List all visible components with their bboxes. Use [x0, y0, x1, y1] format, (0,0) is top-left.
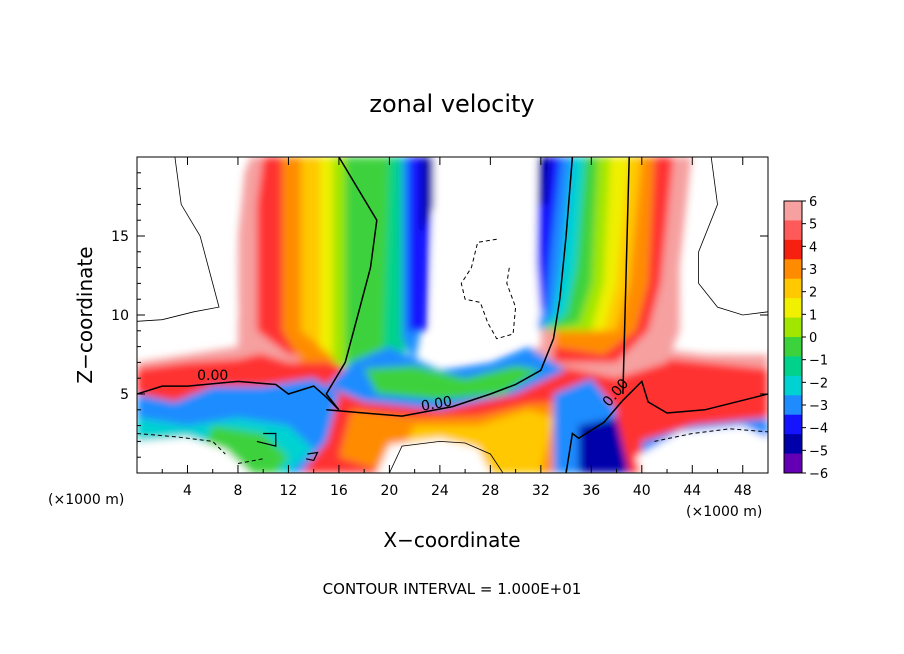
bottom-center-calm	[376, 438, 491, 473]
x-tick-label: 44	[683, 483, 701, 499]
upper-left-calm	[137, 157, 238, 331]
upper-right-calm	[686, 157, 768, 350]
colorbar-label: −6	[809, 467, 828, 482]
contour-label: 0.00	[420, 394, 453, 415]
colorbar-swatch	[784, 317, 802, 338]
colorbar-swatch	[784, 395, 802, 416]
zero-contour-right	[565, 379, 768, 473]
colorbar-label: 1	[809, 308, 817, 323]
colorbar-label: −2	[809, 376, 828, 391]
y-tick-label: 5	[120, 387, 129, 403]
x-tick-label: 12	[280, 483, 298, 499]
colorbar-label: 4	[809, 240, 817, 255]
colorbar-swatch	[784, 298, 802, 319]
x-tick-label: 48	[734, 483, 752, 499]
colorbar-swatch	[784, 239, 802, 260]
y-axis-label: Z−coordinate	[73, 246, 97, 383]
colorbar-label: −3	[809, 399, 828, 414]
thin-contour-upper-left	[137, 157, 220, 322]
colorbar-label: −5	[809, 444, 828, 459]
negative-contour-left-small	[237, 458, 264, 464]
contour-label: 0.00	[197, 368, 228, 384]
x-tick-label: 16	[330, 483, 348, 499]
y-tick-label: 10	[111, 308, 129, 324]
colorbar-label: 6	[809, 195, 817, 210]
zero-contour-left	[137, 157, 378, 411]
colorbar: 6 5 4 3 2 1 0 −1 −2 −3 −4 −5 −6	[783, 195, 828, 482]
colorbar-swatch	[784, 356, 802, 377]
zero-contour-center	[326, 157, 574, 417]
colorbar-label: 2	[809, 286, 817, 301]
x-tick-label: 40	[633, 483, 651, 499]
colorbar-label: 3	[809, 263, 817, 278]
bottom-left-calm	[137, 436, 251, 473]
y-tick-label: 15	[111, 229, 129, 245]
lower-right-navy	[578, 417, 630, 473]
x-axis-label: X−coordinate	[383, 528, 520, 552]
x-tick-label: 20	[380, 483, 398, 499]
negative-contour-left	[137, 433, 226, 455]
thin-contour-bottom	[389, 440, 504, 473]
thin-contour-upper-right	[698, 157, 768, 316]
negative-contour-right	[654, 428, 768, 442]
velocity-field	[137, 157, 768, 473]
upper-center-calm	[433, 157, 541, 360]
colorbar-label: −1	[809, 354, 828, 369]
colorbar-label: 0	[809, 331, 817, 346]
colorbar-swatch	[784, 220, 802, 241]
colorbar-swatch	[784, 337, 802, 357]
colorbar-swatch	[784, 201, 802, 221]
contour-lines	[137, 157, 768, 473]
x-unit-left: (×1000 m)	[48, 492, 124, 508]
x-unit-right: (×1000 m)	[686, 504, 762, 520]
x-tick-label: 24	[431, 483, 449, 499]
colorbar-swatch	[784, 375, 802, 396]
small-loop-a	[256, 432, 277, 447]
x-tick-label: 28	[481, 483, 499, 499]
colorbar-swatch	[784, 259, 802, 280]
colorbar-swatch	[784, 414, 802, 435]
colorbar-swatch	[784, 434, 802, 455]
negative-contour-center	[460, 238, 517, 340]
colorbar-swatch	[784, 453, 802, 474]
chart-title: zonal velocity	[369, 90, 534, 118]
small-loop-b	[305, 451, 319, 462]
right-column-navy	[538, 157, 551, 205]
x-tick-label: 36	[582, 483, 600, 499]
zero-contour-right-upper	[622, 157, 630, 395]
field-layers	[137, 157, 768, 473]
bottom-right-calm	[635, 425, 768, 473]
colorbar-swatch	[784, 278, 802, 299]
colorbar-label: 5	[809, 218, 817, 233]
x-tick-label: 4	[183, 483, 192, 499]
x-tick-label: 8	[233, 483, 242, 499]
x-tick-label: 32	[532, 483, 550, 499]
contour-interval-footer: CONTOUR INTERVAL = 1.000E+01	[323, 580, 582, 598]
colorbar-label: −4	[809, 422, 828, 437]
upper-navy	[420, 157, 438, 236]
